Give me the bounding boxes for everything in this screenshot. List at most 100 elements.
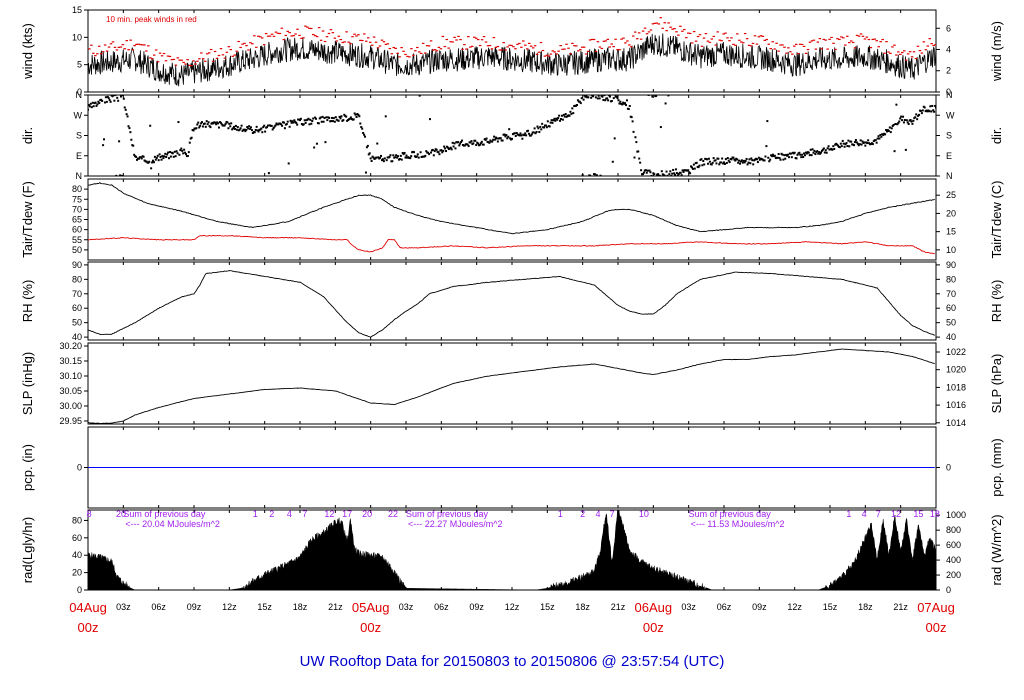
hour-label: 12z (787, 602, 802, 612)
dir-point (601, 95, 604, 98)
wind-peak-point (294, 33, 297, 35)
dir-point (697, 166, 700, 169)
wind-peak-point (290, 35, 293, 37)
dir-point (186, 155, 189, 158)
dir-point (331, 120, 334, 123)
wind-peak-point (141, 44, 144, 46)
wind-peak-point (561, 48, 564, 50)
dir-point (557, 116, 560, 119)
dir-point (568, 114, 571, 117)
dir-point (178, 153, 181, 156)
wind-peak-point (618, 49, 621, 51)
dir-point (105, 100, 108, 103)
wind-peak-point (557, 50, 560, 52)
dir-point (458, 144, 461, 147)
wind-peak-point (785, 52, 788, 54)
dir-point (702, 159, 705, 162)
dir-point (122, 97, 125, 100)
wind-peak-point (840, 36, 843, 38)
wind-peak-point (728, 40, 731, 42)
dir-point (379, 156, 382, 159)
dir-point (385, 159, 388, 162)
wind-peak-point (345, 31, 348, 33)
wind-peak-point (687, 32, 690, 34)
dir-point (107, 97, 110, 100)
dir-point (445, 150, 448, 153)
dir-point (800, 156, 803, 159)
dir-point (810, 154, 813, 157)
hour-label: 06z (151, 602, 166, 612)
wind-peak-point (498, 49, 502, 51)
dir-point (827, 145, 830, 148)
wind-peak-point (926, 45, 930, 47)
dir-point (200, 122, 203, 125)
dir-point (550, 119, 553, 122)
dir-point (396, 156, 399, 159)
dir-point (271, 128, 274, 131)
wind-peak-point (877, 46, 880, 48)
hour-label: 21z (328, 602, 343, 612)
rh-rtick-label: 90 (946, 260, 956, 270)
dir-point (357, 114, 360, 117)
dir-point (159, 155, 162, 158)
dir-point (508, 128, 511, 131)
slp-rtick-label: 1018 (946, 382, 966, 392)
dir-point (880, 135, 883, 138)
wind-peak-point (451, 41, 454, 43)
rad-ytick-label: 80 (72, 515, 82, 525)
dir-point (409, 157, 412, 160)
rad-hour-mark: 17 (342, 509, 352, 519)
dir-point (895, 103, 898, 106)
dir-point (155, 156, 158, 159)
dir-point (398, 157, 401, 160)
dir-point (842, 142, 845, 145)
wind-peak-point (604, 40, 608, 42)
dir-point (682, 170, 685, 173)
wind-peak-point (869, 47, 873, 49)
dir-point (226, 121, 229, 124)
wind-peak-point (99, 53, 103, 55)
slp-ylabel-right: SLP (hPa) (989, 354, 1004, 414)
dir-point (928, 110, 931, 113)
wind-peak-point (359, 39, 362, 41)
dir-rtick-label: N (946, 171, 953, 181)
wind-peak-point (657, 23, 661, 25)
dir-point (867, 139, 870, 142)
dir-ytick-label: N (76, 171, 83, 181)
dir-point (428, 153, 431, 156)
dir-point (730, 158, 733, 161)
wind-peak-point (229, 49, 233, 51)
dir-point (518, 134, 521, 137)
dir-point (266, 124, 269, 127)
dir-point (848, 145, 851, 148)
dir-point (100, 98, 103, 101)
wind-peak-point (204, 60, 207, 62)
dir-point (558, 114, 561, 117)
dir-point (88, 108, 89, 111)
rad-hour-mark: 22 (388, 509, 398, 519)
dir-point (383, 157, 386, 160)
wind-peak-point (209, 48, 213, 51)
dir-point (545, 126, 548, 129)
wind-peak-point (714, 44, 717, 46)
wind-peak-point (551, 50, 555, 52)
dir-point (521, 137, 524, 140)
dir-point (125, 113, 128, 116)
wind-peak-point (510, 44, 513, 47)
dir-point (380, 154, 383, 157)
wind-peak-point (249, 42, 252, 44)
dir-point (569, 110, 572, 113)
dir-point (267, 172, 270, 175)
wind-peak-point (445, 38, 449, 41)
dir-point (556, 118, 559, 121)
wind-peak-point (447, 47, 450, 49)
dir-point (764, 155, 767, 158)
dir-point (723, 161, 725, 164)
dir-point (151, 161, 154, 164)
temp-rtick-label: 10 (946, 245, 956, 255)
wind-peak-point (859, 33, 863, 35)
dir-point (330, 120, 333, 123)
dir-point (804, 154, 807, 157)
dir-point (530, 133, 533, 136)
dir-point (571, 107, 574, 110)
